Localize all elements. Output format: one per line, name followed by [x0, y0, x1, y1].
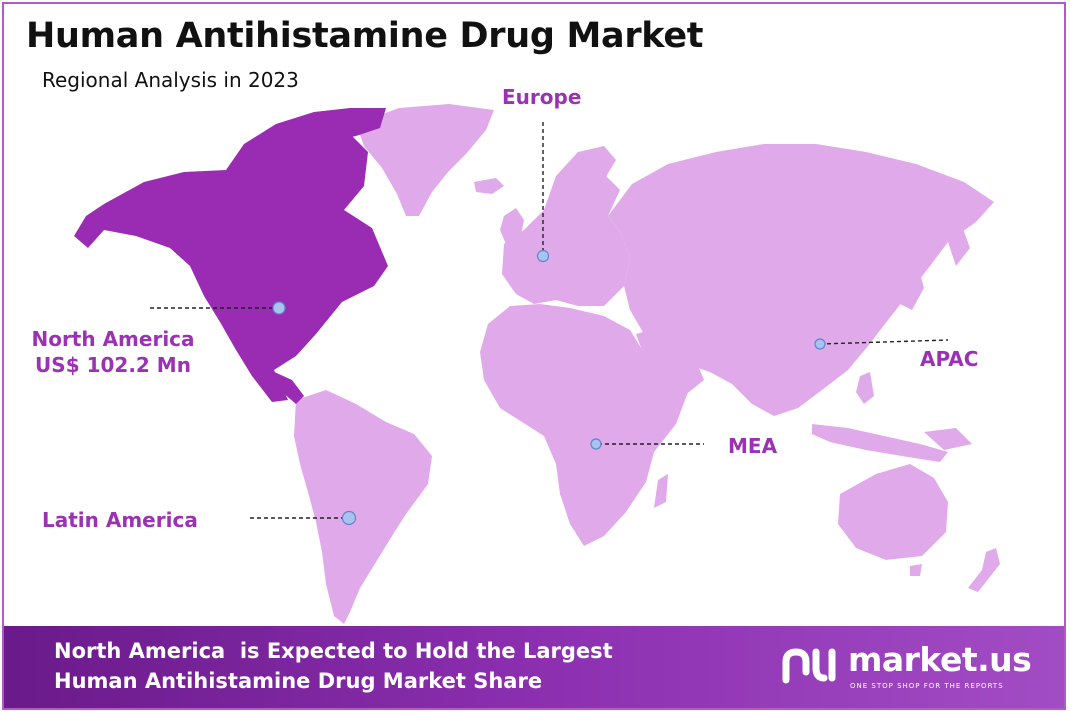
- uk-shape: [500, 208, 524, 244]
- brand-name: market.us: [848, 640, 1032, 679]
- greenland-shape: [356, 104, 494, 216]
- tasmania-shape: [910, 564, 922, 576]
- europe-shape: [502, 176, 630, 306]
- asia-shape: [608, 144, 994, 416]
- marker-mea: [590, 438, 602, 450]
- label-north-america-value: US$ 102.2 Mn: [35, 353, 191, 377]
- new-guinea-shape: [924, 428, 972, 450]
- label-north-america-name: North America: [31, 327, 195, 351]
- marker-apac: [814, 338, 826, 350]
- marker-north-america: [272, 301, 286, 315]
- japan-shape: [900, 266, 924, 310]
- kamchatka-shape: [948, 226, 970, 266]
- south-america-shape: [294, 390, 432, 624]
- market-us-logo-icon: [782, 648, 836, 684]
- scandinavia-shape: [544, 146, 616, 218]
- world-map: [74, 104, 1000, 624]
- page-subtitle: Regional Analysis in 2023: [42, 68, 299, 92]
- arctic-islands-shape: [226, 108, 386, 170]
- land-masses: [294, 104, 1000, 624]
- brand-block: market.us ONE STOP SHOP FOR THE REPORTS: [780, 640, 1032, 696]
- leader-apac: [819, 339, 949, 345]
- label-north-america: North America US$ 102.2 Mn: [19, 326, 207, 378]
- australia-shape: [838, 464, 948, 560]
- footer-line-2: Human Antihistamine Drug Market Share: [54, 669, 543, 693]
- north-america-highlight: [74, 108, 388, 404]
- africa-shape: [480, 304, 688, 546]
- marker-latin-america: [341, 510, 357, 526]
- marker-europe: [536, 249, 550, 263]
- label-europe: Europe: [502, 85, 582, 109]
- central-america-shape: [270, 370, 304, 404]
- brand-tagline: ONE STOP SHOP FOR THE REPORTS: [850, 682, 1004, 690]
- leader-lines: [150, 122, 949, 519]
- page-title: Human Antihistamine Drug Market: [26, 16, 704, 56]
- north-america-shape: [74, 134, 388, 402]
- footer-line-1: North America is Expected to Hold the La…: [54, 639, 613, 663]
- new-zealand-shape: [968, 548, 1000, 592]
- region-markers: [272, 249, 826, 526]
- label-mea: MEA: [728, 434, 778, 458]
- label-latin-america: Latin America: [42, 508, 198, 532]
- indonesia-shape: [812, 424, 948, 462]
- arabia-shape: [636, 326, 704, 396]
- label-apac: APAC: [920, 347, 979, 371]
- philippines-shape: [856, 372, 874, 404]
- iceland-shape: [474, 178, 504, 194]
- footer-banner: North America is Expected to Hold the La…: [4, 626, 1064, 708]
- madagascar-shape: [654, 474, 668, 508]
- footer-message: North America is Expected to Hold the La…: [54, 636, 613, 696]
